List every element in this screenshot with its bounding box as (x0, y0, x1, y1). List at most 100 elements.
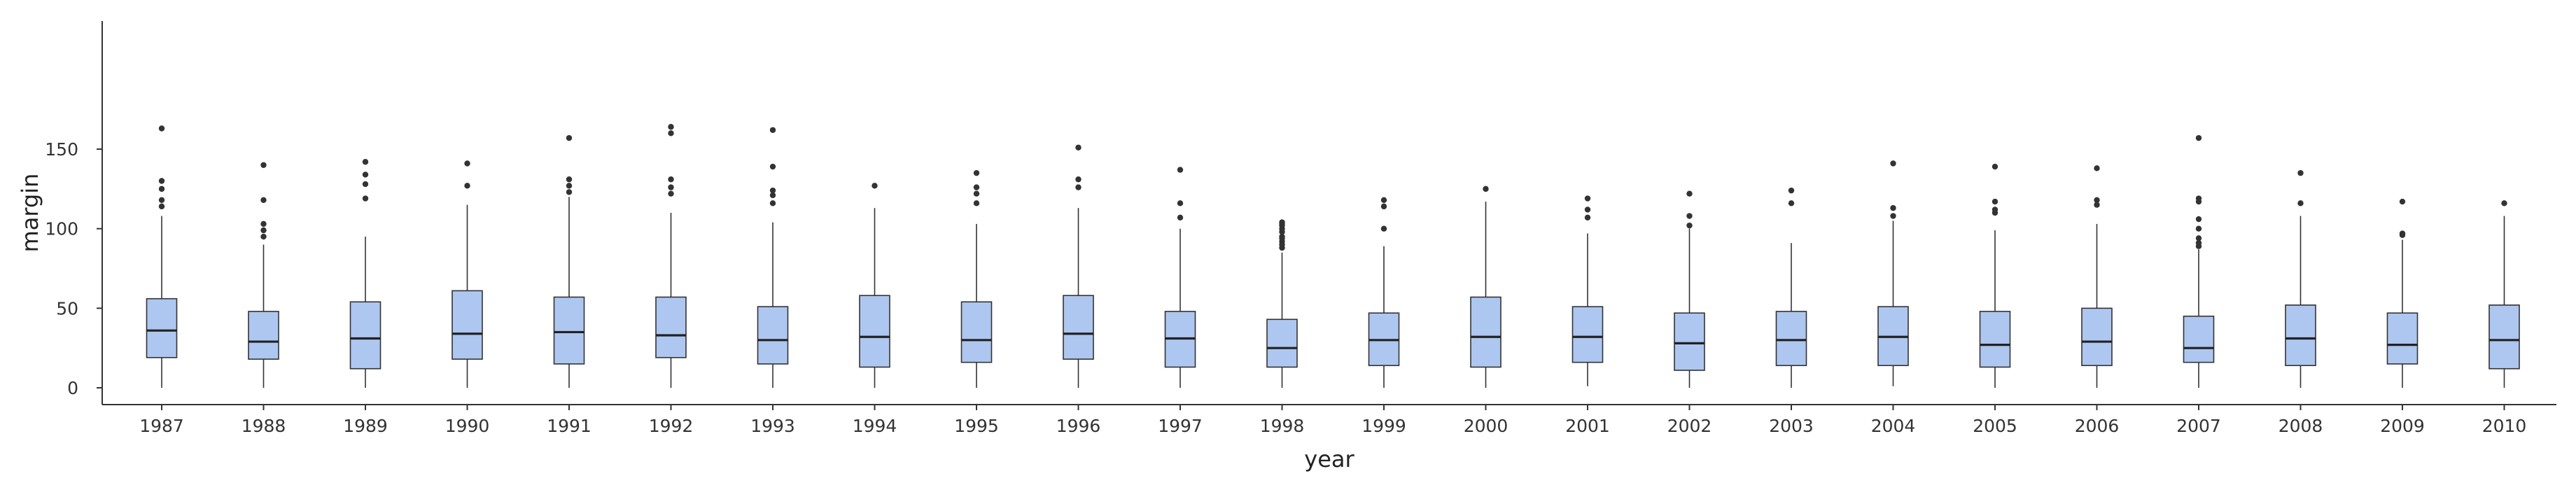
outlier-point (1686, 213, 1693, 219)
x-tick-label: 2007 (2176, 416, 2221, 436)
outlier-point (1380, 203, 1387, 210)
box-1998 (1266, 219, 1298, 388)
y-ticks: 0 50 100 150 (45, 139, 102, 398)
outlier-point (158, 197, 165, 203)
outlier-point (362, 181, 369, 188)
outlier-point (260, 197, 267, 203)
outlier-point (2094, 165, 2100, 172)
outlier-point (1075, 184, 1082, 190)
outlier-point (1686, 190, 1693, 197)
x-tick-label: 1987 (139, 416, 184, 436)
outlier-point (362, 195, 369, 202)
iqr-box (2183, 315, 2215, 363)
outlier-point (260, 233, 267, 240)
outlier-point (1177, 214, 1184, 220)
box-1996 (1063, 144, 1094, 388)
box-1995 (960, 169, 993, 388)
outlier-point (668, 176, 674, 183)
boxes-layer (146, 124, 2520, 388)
y-axis-title: margin (17, 174, 43, 253)
outlier-point (464, 160, 470, 167)
outlier-point (1075, 176, 1082, 183)
outlier-point (1991, 198, 1998, 205)
box-1997 (1164, 167, 1196, 388)
outlier-point (668, 184, 674, 190)
y-tick-label: 150 (45, 139, 78, 160)
outlier-point (2195, 225, 2202, 232)
iqr-box (655, 296, 687, 358)
box-1987 (146, 125, 178, 388)
box-1990 (451, 160, 483, 388)
iqr-box (1572, 306, 1604, 363)
x-axis-title: year (1304, 446, 1354, 472)
x-tick-label: 2001 (1565, 416, 1610, 436)
box-2009 (2386, 198, 2418, 388)
outlier-point (464, 183, 470, 189)
x-tick-label: 1994 (853, 416, 897, 436)
box-1989 (349, 159, 382, 388)
x-tick-label: 1990 (445, 416, 490, 436)
outlier-point (566, 134, 573, 141)
box-2001 (1572, 195, 1604, 386)
x-tick-label: 1992 (649, 416, 694, 436)
outlier-point (1788, 187, 1795, 194)
iqr-box (1266, 318, 1298, 368)
outlier-point (260, 220, 267, 227)
iqr-box (248, 311, 279, 360)
outlier-point (1075, 144, 1082, 150)
x-tick-label: 2005 (1973, 416, 2017, 436)
iqr-box (960, 301, 993, 363)
outlier-point (1177, 167, 1184, 173)
iqr-box (2081, 307, 2113, 366)
outlier-point (668, 124, 674, 130)
outlier-point (260, 162, 267, 168)
outlier-point (2195, 235, 2202, 241)
outlier-point (2195, 134, 2202, 141)
outlier-point (1279, 219, 1285, 225)
outlier-point (2094, 202, 2100, 208)
box-2002 (1674, 190, 1705, 388)
outlier-point (668, 130, 674, 136)
outlier-point (1380, 197, 1387, 203)
x-tick-label: 2000 (1464, 416, 1508, 436)
outlier-point (2195, 216, 2202, 223)
box-2000 (1470, 186, 1502, 388)
outlier-point (362, 159, 369, 165)
iqr-box (451, 290, 483, 360)
x-tick-label: 2009 (2380, 416, 2425, 436)
outlier-point (769, 163, 776, 170)
x-tick-label: 2008 (2278, 416, 2323, 436)
outlier-point (158, 125, 165, 132)
box-1993 (757, 127, 789, 388)
outlier-point (158, 178, 165, 184)
iqr-box (2386, 312, 2418, 365)
box-1999 (1368, 197, 1400, 388)
outlier-point (2399, 198, 2406, 205)
outlier-point (1177, 200, 1184, 206)
outlier-point (1890, 204, 1896, 211)
box-1988 (248, 162, 279, 388)
iqr-box (1063, 295, 1094, 360)
outlier-point (158, 186, 165, 192)
box-2004 (1877, 160, 1909, 386)
iqr-box (1979, 311, 2011, 368)
iqr-box (757, 306, 789, 365)
outlier-point (1483, 186, 1489, 192)
outlier-point (2501, 200, 2507, 206)
box-2003 (1775, 187, 1807, 388)
outlier-point (1380, 225, 1387, 232)
outlier-point (2094, 197, 2100, 203)
iqr-box (1674, 312, 1705, 371)
outlier-point (566, 189, 573, 195)
iqr-box (553, 296, 585, 365)
iqr-box (1775, 311, 1807, 366)
x-tick-label: 1991 (547, 416, 592, 436)
x-tick-label: 1997 (1158, 416, 1203, 436)
outlier-point (1686, 222, 1693, 229)
y-tick-label: 50 (56, 298, 78, 318)
outlier-point (566, 176, 573, 183)
outlier-point (2297, 200, 2304, 206)
iqr-box (349, 301, 382, 370)
x-tick-label: 2002 (1667, 416, 1712, 436)
